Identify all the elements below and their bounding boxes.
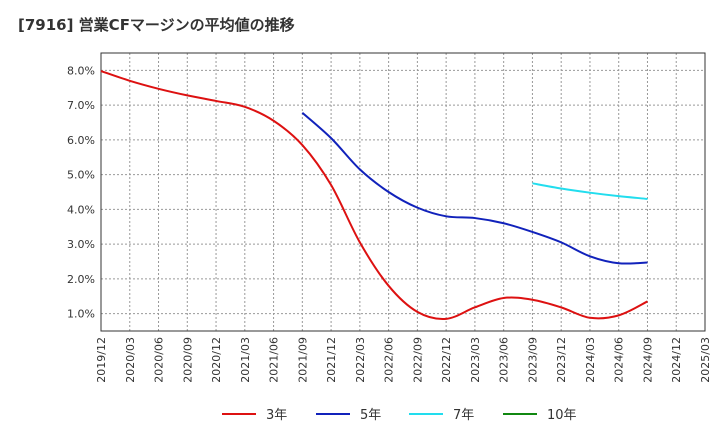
x-tick-label: 2021/06 [268, 337, 281, 383]
series-line-2 [301, 112, 648, 265]
x-tick-label: 2023/03 [469, 337, 482, 383]
y-tick-label: 8.0% [67, 64, 95, 77]
x-tick-label: 2023/12 [555, 337, 568, 383]
x-tick-label: 2024/09 [641, 337, 654, 383]
x-tick-label: 2020/09 [181, 337, 194, 383]
x-tick-label: 2021/03 [239, 337, 252, 383]
series-lines [100, 70, 648, 320]
x-tick-label: 2019/12 [95, 337, 108, 383]
axes: 1.0% 2.0% 3.0% 4.0% 5.0% 6.0% 7.0% 8.0% 2019/12 2… [67, 52, 712, 383]
x-tick-label: 2023/09 [526, 337, 539, 383]
x-tick-label: 2025/03 [699, 337, 712, 383]
grid-lines [101, 53, 705, 331]
series-line-1 [100, 70, 648, 320]
x-tick-label: 2022/06 [383, 337, 396, 383]
x-tick-label: 2020/12 [210, 337, 223, 383]
x-tick-label: 2024/06 [613, 337, 626, 383]
x-tick-label: 2020/06 [153, 337, 166, 383]
series-line-3 [532, 182, 648, 200]
y-tick-label: 3.0% [67, 238, 95, 251]
y-tick-label: 2.0% [67, 273, 95, 286]
y-tick-label: 4.0% [67, 203, 95, 216]
legend-label: 3年 [266, 408, 287, 423]
plot-area [100, 52, 706, 332]
x-tick-label: 2022/03 [354, 337, 367, 383]
y-tick-label: 7.0% [67, 99, 95, 112]
y-tick-label: 5.0% [67, 169, 95, 182]
x-tick-label: 2022/12 [440, 337, 453, 383]
chart-title: [7916] 営業CFマージンの平均値の推移 [18, 16, 295, 34]
x-tick-label: 2024/12 [670, 337, 683, 383]
legend-label: 5年 [360, 408, 381, 423]
x-tick-label: 2022/09 [411, 337, 424, 383]
x-tick-label: 2023/06 [498, 337, 511, 383]
y-tick-label: 6.0% [67, 134, 95, 147]
x-tick-label: 2021/12 [325, 337, 338, 383]
x-tick-label: 2020/03 [124, 337, 137, 383]
x-tick-label: 2024/03 [584, 337, 597, 383]
y-tick-label: 1.0% [67, 308, 95, 321]
x-tick-label: 2021/09 [296, 337, 309, 383]
legend: 3年 5年 7年 10年 [222, 408, 577, 423]
legend-label: 7年 [453, 408, 474, 423]
legend-label: 10年 [547, 408, 577, 423]
